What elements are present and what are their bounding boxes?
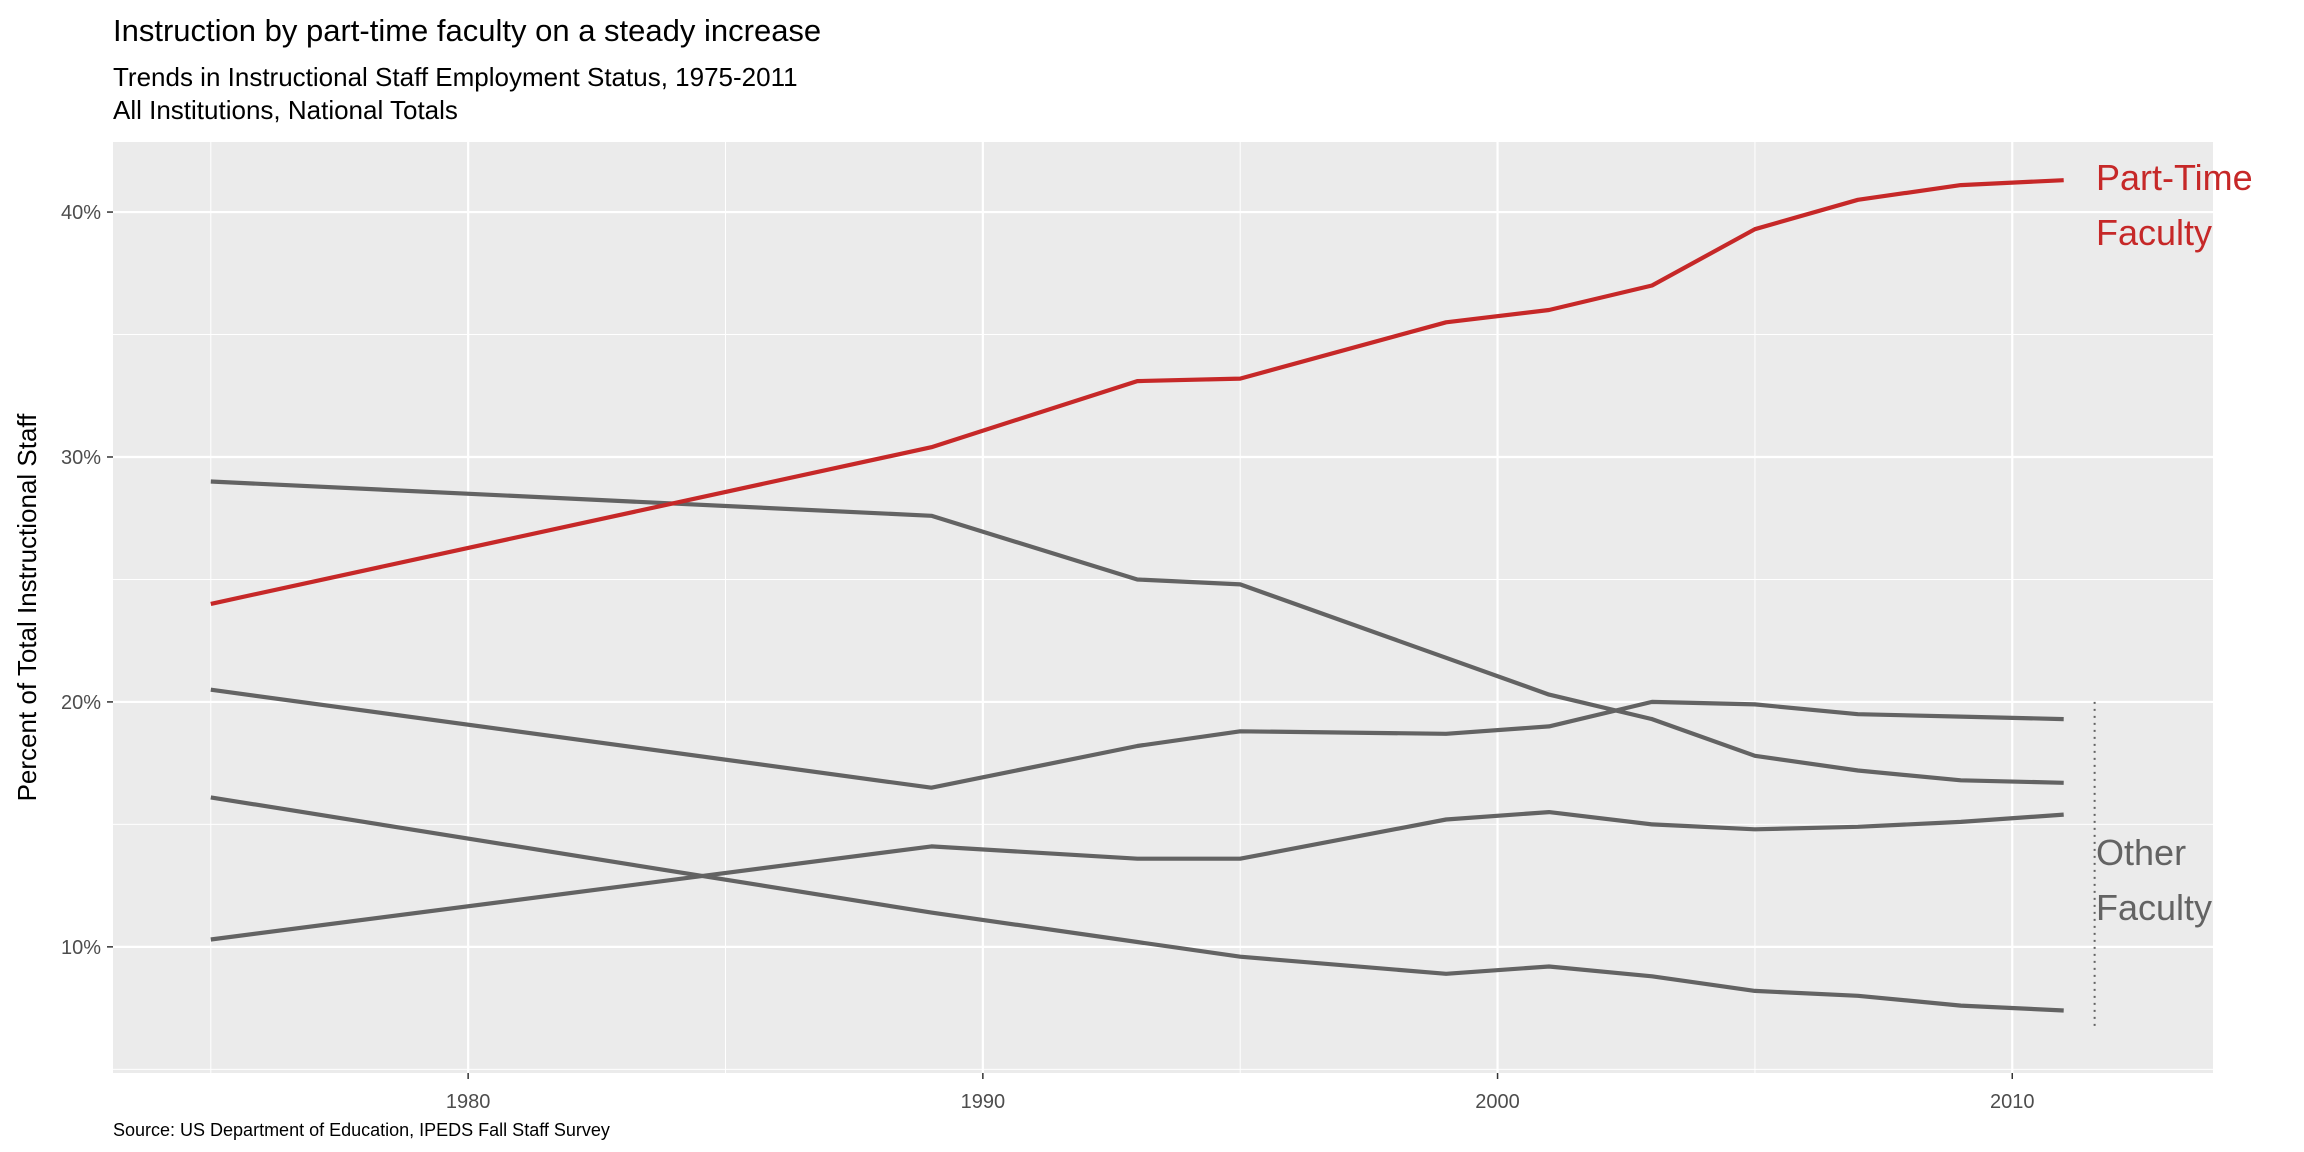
x-axis: 1980 1990 2000 2010 (446, 1073, 2035, 1113)
chart-subtitle-line1: Trends in Instructional Staff Employment… (113, 62, 798, 92)
minor-gridlines (113, 142, 2213, 1073)
y-tick-label: 40% (61, 202, 101, 224)
x-tick-label: 1990 (961, 1091, 1006, 1113)
plot-panel (113, 142, 2213, 1073)
series-layer (210, 178, 2064, 1013)
series-line-other-4 (210, 795, 2064, 1013)
x-tick-label: 2010 (1990, 1091, 2035, 1113)
y-axis: 10% 20% 30% 40% (61, 202, 113, 959)
annotation-part-time-faculty: Part-Time (2096, 157, 2253, 198)
y-axis-label: Percent of Total Instructional Staff (12, 413, 42, 802)
annotation-part-time-faculty: Faculty (2096, 212, 2212, 253)
y-tick-label: 10% (61, 937, 101, 959)
x-tick-label: 2000 (1475, 1091, 1520, 1113)
annotations: Part-Time Faculty Other Faculty (2093, 157, 2253, 1028)
chart-subtitle-line2: All Institutions, National Totals (113, 95, 458, 125)
x-tick-label: 1980 (446, 1091, 491, 1113)
series-line-other-2 (210, 687, 2064, 790)
source-caption: Source: US Department of Education, IPED… (113, 1120, 610, 1140)
annotation-other-faculty: Faculty (2096, 887, 2212, 928)
y-tick-label: 20% (61, 692, 101, 714)
series-line-other-1 (210, 479, 2064, 785)
series-line-other-3 (210, 810, 2064, 942)
y-tick-label: 30% (61, 447, 101, 469)
annotation-other-faculty: Other (2096, 832, 2186, 873)
chart-title: Instruction by part-time faculty on a st… (113, 13, 822, 48)
series-line-part-time (210, 178, 2064, 606)
